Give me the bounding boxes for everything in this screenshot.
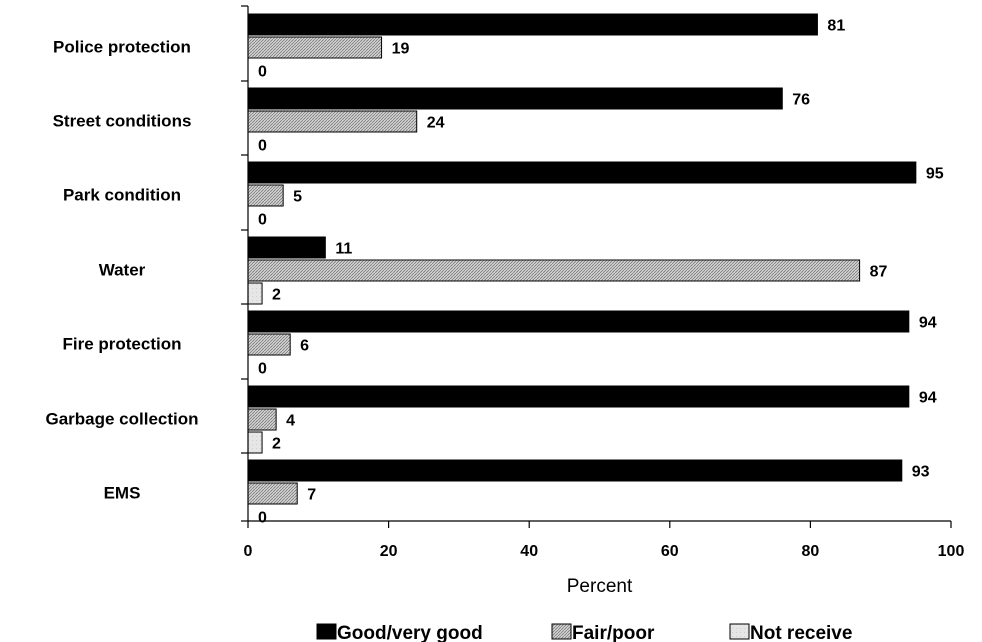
bar-fair-poor xyxy=(247,110,418,133)
data-label: 93 xyxy=(912,464,930,481)
data-label: 95 xyxy=(926,166,944,183)
category-label: EMS xyxy=(104,484,141,503)
data-label: 2 xyxy=(272,436,281,453)
bar-not-receive xyxy=(247,282,263,305)
legend-label: Good/very good xyxy=(337,623,483,642)
data-label: 0 xyxy=(258,361,267,378)
data-label: 0 xyxy=(258,510,267,527)
legend-label: Not receive xyxy=(750,623,852,642)
data-label: 0 xyxy=(258,138,267,155)
bar-fair-poor xyxy=(247,408,277,431)
data-label: 0 xyxy=(258,212,267,229)
legend: Good/very good Fair/poor Not receive xyxy=(316,623,852,642)
x-tick-label: 60 xyxy=(661,543,679,560)
x-axis-title: Percent xyxy=(567,576,633,597)
legend-swatch xyxy=(729,623,750,640)
bar-fair-poor xyxy=(247,333,291,356)
data-label: 94 xyxy=(919,390,937,407)
bar-fair-poor xyxy=(247,184,284,207)
x-tick-label: 80 xyxy=(802,543,820,560)
bar-good-very-good xyxy=(247,236,326,259)
x-tick-label: 20 xyxy=(380,543,398,560)
x-tick-label: 100 xyxy=(938,543,965,560)
data-label: 87 xyxy=(870,264,888,281)
bar-not-receive xyxy=(247,431,263,454)
data-label: 0 xyxy=(258,64,267,81)
bar-fair-poor xyxy=(247,36,383,59)
category-label: Police protection xyxy=(53,38,191,57)
legend-swatch xyxy=(316,623,337,640)
category-label: Street conditions xyxy=(53,112,192,131)
data-label: 94 xyxy=(919,315,937,332)
data-label: 11 xyxy=(335,241,352,258)
data-label: 5 xyxy=(293,189,302,206)
bar-fair-poor xyxy=(247,259,861,282)
bar-fair-poor xyxy=(247,482,298,505)
category-label: Garbage collection xyxy=(45,410,198,429)
bar-good-very-good xyxy=(247,13,818,36)
bar-good-very-good xyxy=(247,87,783,110)
legend-label: Fair/poor xyxy=(572,623,655,642)
category-label: Fire protection xyxy=(62,335,181,354)
data-label: 19 xyxy=(392,41,410,58)
labels-group: Police protection 81 19 0 Street conditions 7… xyxy=(45,18,943,527)
data-label: 6 xyxy=(300,338,309,355)
x-axis: 0 20 40 60 80 100 xyxy=(241,5,965,560)
bar-good-very-good xyxy=(247,310,910,333)
data-label: 7 xyxy=(307,487,316,504)
category-label: Water xyxy=(99,261,146,280)
category-label: Park condition xyxy=(63,186,181,205)
data-label: 24 xyxy=(427,115,445,132)
data-label: 4 xyxy=(286,413,295,430)
bars-group xyxy=(247,13,917,505)
bar-good-very-good xyxy=(247,459,903,482)
data-label: 76 xyxy=(792,92,810,109)
bar-good-very-good xyxy=(247,385,910,408)
x-tick-label: 40 xyxy=(520,543,538,560)
data-label: 81 xyxy=(827,18,845,35)
data-label: 2 xyxy=(272,287,281,304)
bar-good-very-good xyxy=(247,161,917,184)
legend-swatch xyxy=(551,623,572,640)
x-tick-label: 0 xyxy=(244,543,253,560)
